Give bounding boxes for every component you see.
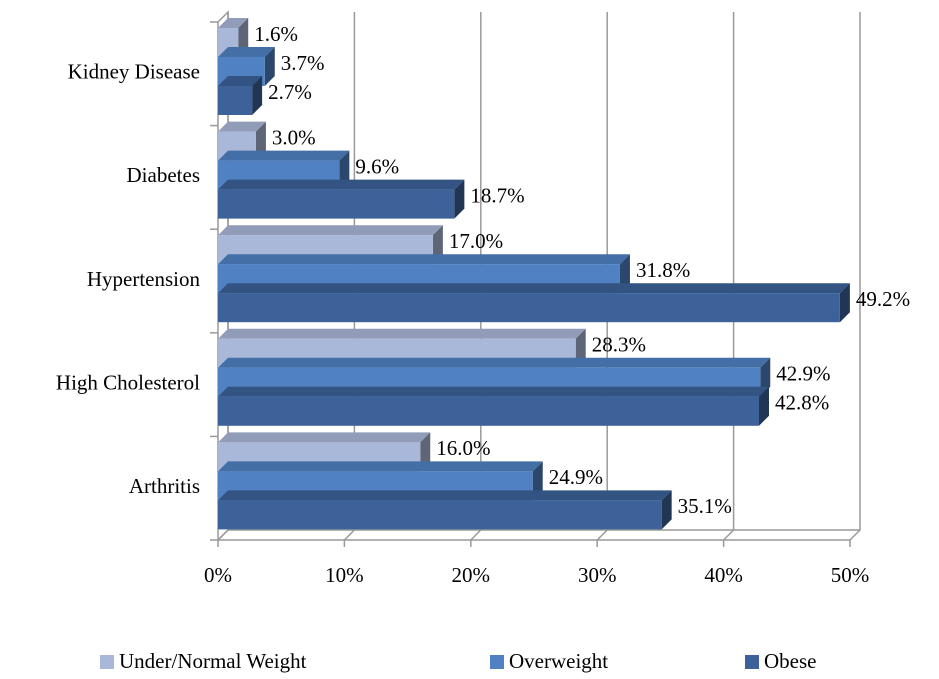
bar-side bbox=[758, 386, 769, 426]
bar-side bbox=[661, 490, 672, 530]
bar-top bbox=[218, 432, 431, 443]
value-label: 28.3% bbox=[592, 333, 646, 357]
bar-top bbox=[218, 357, 771, 368]
grid-line bbox=[470, 12, 482, 541]
value-label: 42.9% bbox=[776, 362, 830, 386]
y-tick-label: Hypertension bbox=[87, 267, 201, 291]
y-tick-label: Kidney Disease bbox=[68, 60, 200, 84]
value-label: 42.8% bbox=[775, 391, 829, 415]
x-tick-label: 0% bbox=[204, 563, 232, 587]
y-tick-label: High Cholesterol bbox=[56, 370, 200, 394]
bar-top bbox=[218, 386, 769, 397]
bar-top bbox=[218, 461, 543, 472]
grid-line bbox=[723, 12, 735, 541]
bar-top bbox=[218, 121, 266, 132]
value-label: 3.7% bbox=[281, 51, 325, 75]
value-label: 31.8% bbox=[636, 258, 690, 282]
grid-line bbox=[596, 12, 608, 541]
bar-top bbox=[218, 328, 586, 339]
value-label: 3.0% bbox=[272, 125, 316, 149]
bar bbox=[218, 490, 672, 530]
bar-side bbox=[252, 76, 263, 115]
value-label: 35.1% bbox=[678, 494, 732, 518]
legend-swatch bbox=[745, 655, 759, 669]
bar bbox=[218, 283, 850, 323]
legend-swatch bbox=[100, 655, 114, 669]
bar-front bbox=[218, 500, 662, 530]
bar-side bbox=[839, 283, 850, 323]
bar-top bbox=[218, 47, 275, 57]
y-tick-label: Arthritis bbox=[129, 474, 200, 498]
value-label: 18.7% bbox=[470, 183, 524, 207]
bar-top bbox=[218, 18, 249, 28]
x-tick-label: 10% bbox=[325, 563, 364, 587]
value-label: 2.7% bbox=[268, 80, 312, 104]
bar bbox=[218, 76, 263, 115]
value-label: 16.0% bbox=[436, 436, 490, 460]
bar-side bbox=[454, 179, 465, 219]
value-label: 1.6% bbox=[254, 22, 298, 46]
y-tick-label: Diabetes bbox=[127, 163, 200, 187]
x-tick-label: 50% bbox=[831, 563, 870, 587]
bar-front bbox=[218, 396, 759, 426]
legend-label: Obese bbox=[764, 649, 816, 673]
bar-top bbox=[218, 283, 850, 294]
legend-label: Overweight bbox=[509, 649, 608, 673]
bar-front bbox=[218, 293, 840, 323]
bar-front bbox=[218, 189, 455, 219]
value-label: 24.9% bbox=[549, 465, 603, 489]
x-tick-label: 20% bbox=[452, 563, 491, 587]
bar bbox=[218, 179, 465, 219]
value-label: 9.6% bbox=[355, 154, 399, 178]
bar-top bbox=[218, 76, 263, 86]
bar bbox=[218, 386, 769, 426]
x-tick-label: 40% bbox=[704, 563, 743, 587]
bar-top bbox=[218, 150, 350, 161]
bar-side bbox=[264, 47, 275, 86]
x-tick-label: 30% bbox=[578, 563, 617, 587]
legend-swatch bbox=[490, 655, 504, 669]
bar-top bbox=[218, 225, 443, 236]
grid-line bbox=[849, 12, 861, 541]
bar-top bbox=[218, 254, 630, 265]
legend-label: Under/Normal Weight bbox=[119, 649, 307, 673]
value-label: 49.2% bbox=[856, 287, 910, 311]
bar-front bbox=[218, 86, 253, 115]
bar-top bbox=[218, 179, 465, 190]
bar-top bbox=[218, 490, 672, 501]
value-label: 17.0% bbox=[449, 229, 503, 253]
